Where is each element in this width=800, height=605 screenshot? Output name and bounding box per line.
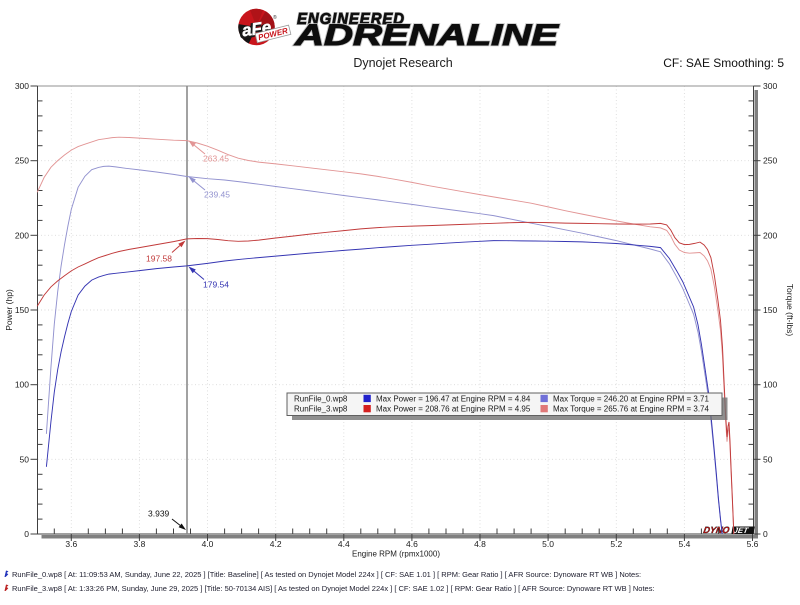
- svg-text:300: 300: [15, 81, 29, 91]
- svg-text:200: 200: [763, 230, 777, 240]
- svg-text:263.45: 263.45: [203, 154, 229, 164]
- svg-text:Dynojet Research: Dynojet Research: [353, 56, 452, 70]
- svg-text:RunFile_3.wp8: RunFile_3.wp8: [294, 405, 348, 414]
- svg-text:4.6: 4.6: [406, 539, 418, 549]
- svg-text:3.939: 3.939: [148, 509, 170, 519]
- svg-text:150: 150: [15, 305, 29, 315]
- svg-text:3.8: 3.8: [133, 539, 145, 549]
- svg-text:Max Torque = 265.76 at Engine: Max Torque = 265.76 at Engine RPM = 3.74: [553, 405, 710, 414]
- svg-text:ENGINEERED: ENGINEERED: [297, 11, 405, 28]
- svg-text:250: 250: [763, 156, 777, 166]
- svg-text:300: 300: [763, 81, 777, 91]
- svg-text:4.2: 4.2: [270, 539, 282, 549]
- svg-text:Torque (ft-lbs): Torque (ft-lbs): [785, 284, 795, 337]
- svg-text:100: 100: [15, 380, 29, 390]
- svg-text:Max Power = 196.47 at Engine R: Max Power = 196.47 at Engine RPM = 4.84: [376, 395, 531, 404]
- svg-text:3.6: 3.6: [65, 539, 77, 549]
- svg-text:150: 150: [763, 305, 777, 315]
- svg-text:0: 0: [24, 529, 29, 539]
- svg-text:RunFile_3.wp8 [ At: 1:33:26 PM: RunFile_3.wp8 [ At: 1:33:26 PM, Sunday, …: [12, 584, 655, 593]
- svg-text:4.0: 4.0: [202, 539, 214, 549]
- svg-text:RunFile_0.wp8 [ At: 11:09:53 A: RunFile_0.wp8 [ At: 11:09:53 AM, Sunday,…: [12, 570, 641, 579]
- svg-text:RunFile_0.wp8: RunFile_0.wp8: [294, 395, 348, 404]
- svg-text:ENGINEERED: ENGINEERED: [297, 11, 405, 28]
- svg-text:Power (hp): Power (hp): [4, 289, 14, 331]
- svg-text:239.45: 239.45: [204, 190, 230, 200]
- svg-text:Engine RPM (rpmx1000): Engine RPM (rpmx1000): [352, 549, 440, 559]
- svg-text:ADRENALINE: ADRENALINE: [294, 19, 560, 52]
- svg-text:5.0: 5.0: [542, 539, 554, 549]
- svg-text:197.58: 197.58: [146, 254, 172, 264]
- svg-text:Max Torque = 246.20 at Engine: Max Torque = 246.20 at Engine RPM = 3.71: [553, 395, 710, 404]
- svg-text:50: 50: [20, 454, 30, 464]
- svg-text:4.8: 4.8: [474, 539, 486, 549]
- svg-text:5.6: 5.6: [747, 539, 759, 549]
- svg-text:Max Power = 208.76 at Engine R: Max Power = 208.76 at Engine RPM = 4.95: [376, 405, 531, 414]
- svg-text:DYNO: DYNO: [703, 525, 731, 535]
- svg-text:179.54: 179.54: [203, 280, 229, 290]
- svg-text:5.4: 5.4: [678, 539, 690, 549]
- svg-text:JET: JET: [733, 526, 750, 535]
- svg-text:0: 0: [763, 529, 768, 539]
- svg-text:®: ®: [273, 14, 277, 21]
- svg-text:250: 250: [15, 156, 29, 166]
- svg-text:100: 100: [763, 380, 777, 390]
- svg-text:ADRENALINE: ADRENALINE: [294, 19, 560, 52]
- svg-text:CF: SAE Smoothing: 5: CF: SAE Smoothing: 5: [663, 56, 784, 70]
- svg-text:4.4: 4.4: [338, 539, 350, 549]
- svg-text:5.2: 5.2: [610, 539, 622, 549]
- svg-text:200: 200: [15, 230, 29, 240]
- svg-text:50: 50: [763, 454, 773, 464]
